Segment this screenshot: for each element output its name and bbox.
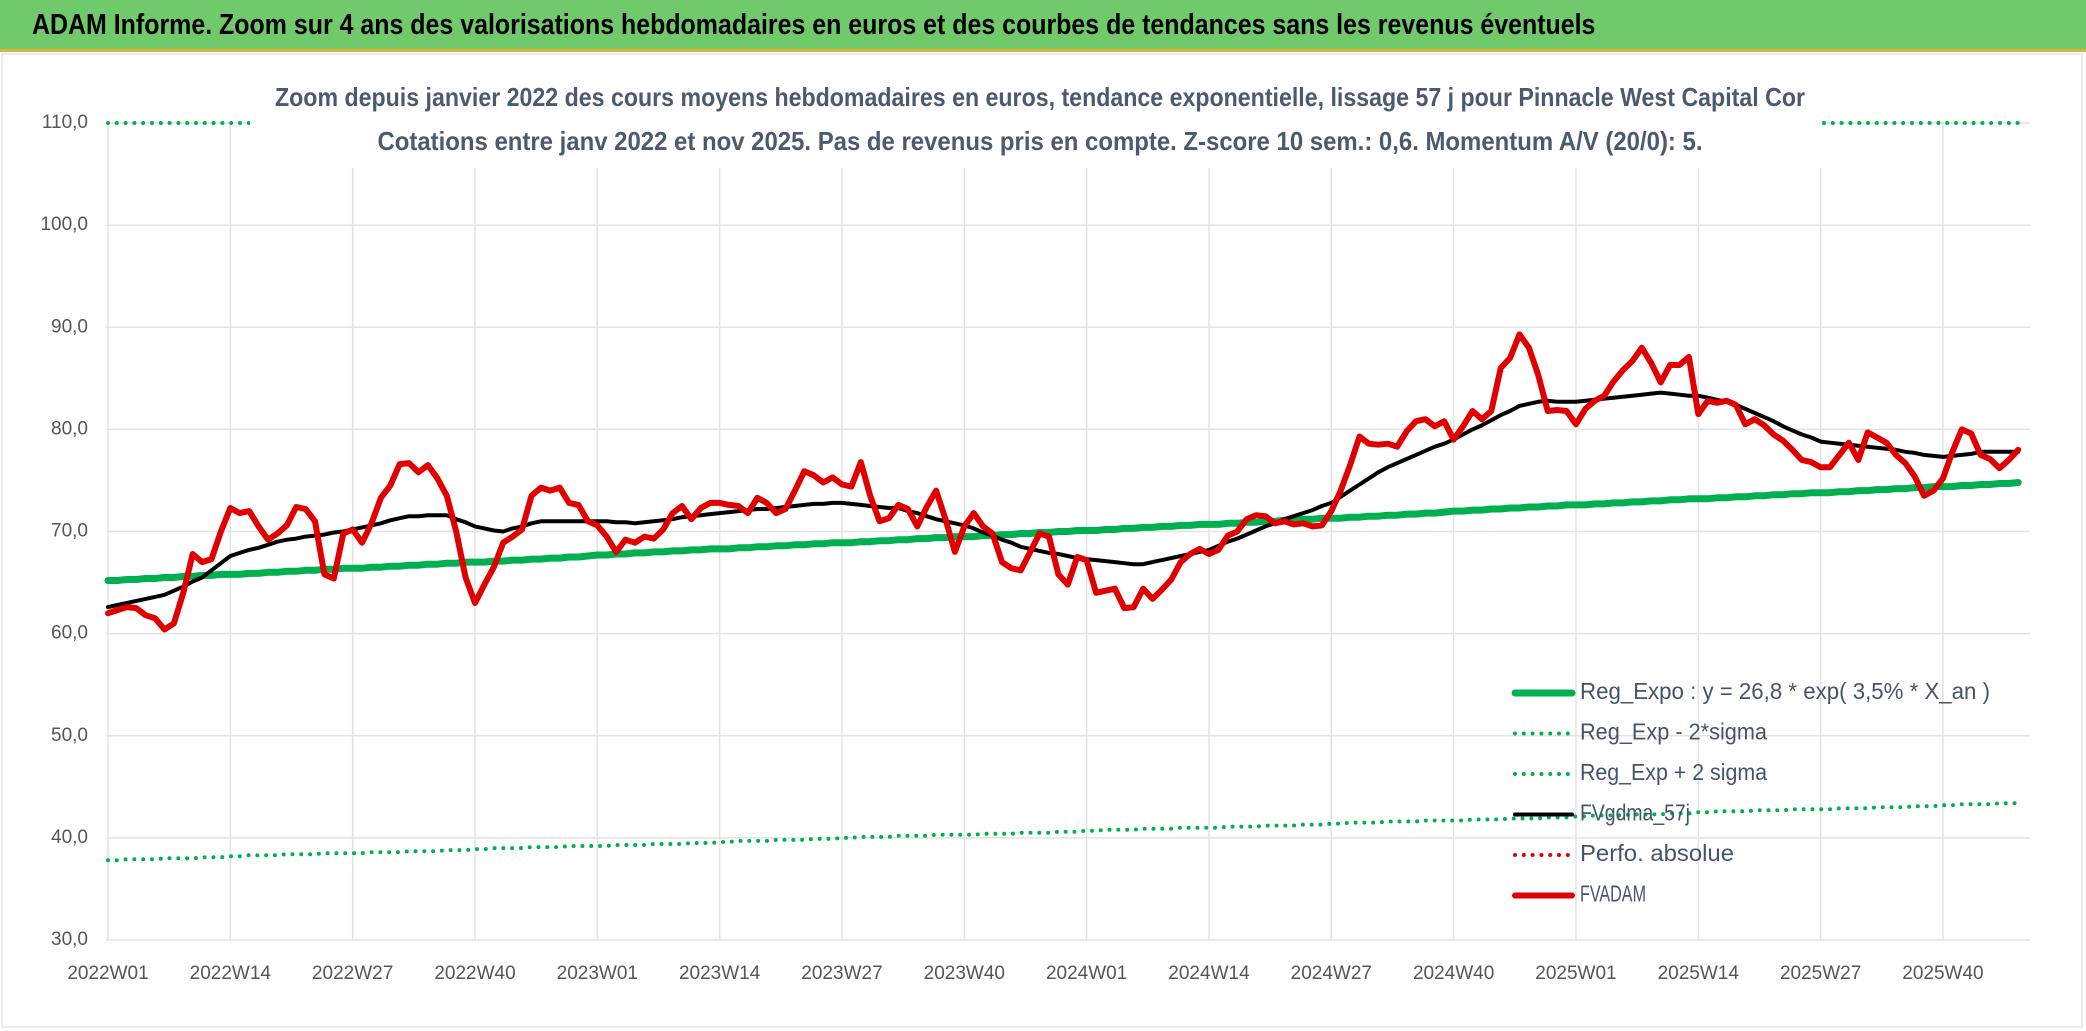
y-tick-label: 100,0 <box>40 214 88 235</box>
y-tick-label: 110,0 <box>42 112 88 133</box>
grid: 2022W01 2022W14 2022W27 2022W40 2023W01 2023W… <box>40 112 2030 984</box>
legend-label: FVADAM <box>1580 881 1646 907</box>
x-tick-label: 2022W40 <box>434 963 515 984</box>
y-tick-label: 90,0 <box>51 316 88 337</box>
legend-label: FVgdma_57j <box>1580 800 1690 826</box>
chart: 2022W01 2022W14 2022W27 2022W40 2023W01 2023W… <box>1 53 2083 1028</box>
x-tick-label: 2023W40 <box>924 963 1005 984</box>
x-tick-label: 2024W40 <box>1413 963 1494 984</box>
legend-label: Reg_Exp - 2*sigma <box>1580 719 1767 745</box>
y-tick-label: 40,0 <box>51 827 88 848</box>
x-tick-label: 2024W27 <box>1291 963 1372 984</box>
x-tick-label: 2024W14 <box>1168 963 1250 984</box>
legend: Reg_Expo : y = 26,8 * exp( 3,5% * X_an )… <box>1511 678 1990 907</box>
x-tick-label: 2023W01 <box>557 963 638 984</box>
series-line <box>105 331 2022 633</box>
series-line <box>106 390 2021 610</box>
x-tick-label: 2022W27 <box>312 963 393 984</box>
x-tick-label: 2025W27 <box>1780 963 1861 984</box>
x-tick-label: 2023W14 <box>679 963 761 984</box>
legend-label: Perfo. absolue <box>1580 840 1734 866</box>
y-tick-label: 50,0 <box>51 725 88 746</box>
y-tick-label: 30,0 <box>51 929 88 950</box>
y-tick-label: 60,0 <box>51 623 88 644</box>
x-tick-label: 2022W01 <box>67 963 148 984</box>
x-tick-label: 2025W01 <box>1535 963 1616 984</box>
x-tick-label: 2022W14 <box>190 963 272 984</box>
series-line <box>104 479 2022 584</box>
x-tick-label: 2025W14 <box>1658 963 1740 984</box>
header-title: ADAM Informe. Zoom sur 4 ans des valoris… <box>32 9 1596 41</box>
chart-title: Zoom depuis janvier 2022 des cours moyen… <box>275 82 1805 112</box>
legend-label: Reg_Exp + 2 sigma <box>1580 759 1767 785</box>
title-box <box>250 78 1822 168</box>
y-tick-label: 70,0 <box>51 521 88 542</box>
y-tick-label: 80,0 <box>51 418 88 439</box>
legend-label: Reg_Expo : y = 26,8 * exp( 3,5% * X_an ) <box>1580 678 1990 704</box>
x-tick-label: 2024W01 <box>1046 963 1127 984</box>
chart-subtitle: Cotations entre janv 2022 et nov 2025. P… <box>378 126 1703 156</box>
chart-frame <box>1 53 2083 1028</box>
x-tick-label: 2025W40 <box>1902 963 1983 984</box>
series-line <box>106 801 2021 863</box>
x-tick-label: 2023W27 <box>801 963 882 984</box>
header-bar: ADAM Informe. Zoom sur 4 ans des valoris… <box>0 0 2086 52</box>
